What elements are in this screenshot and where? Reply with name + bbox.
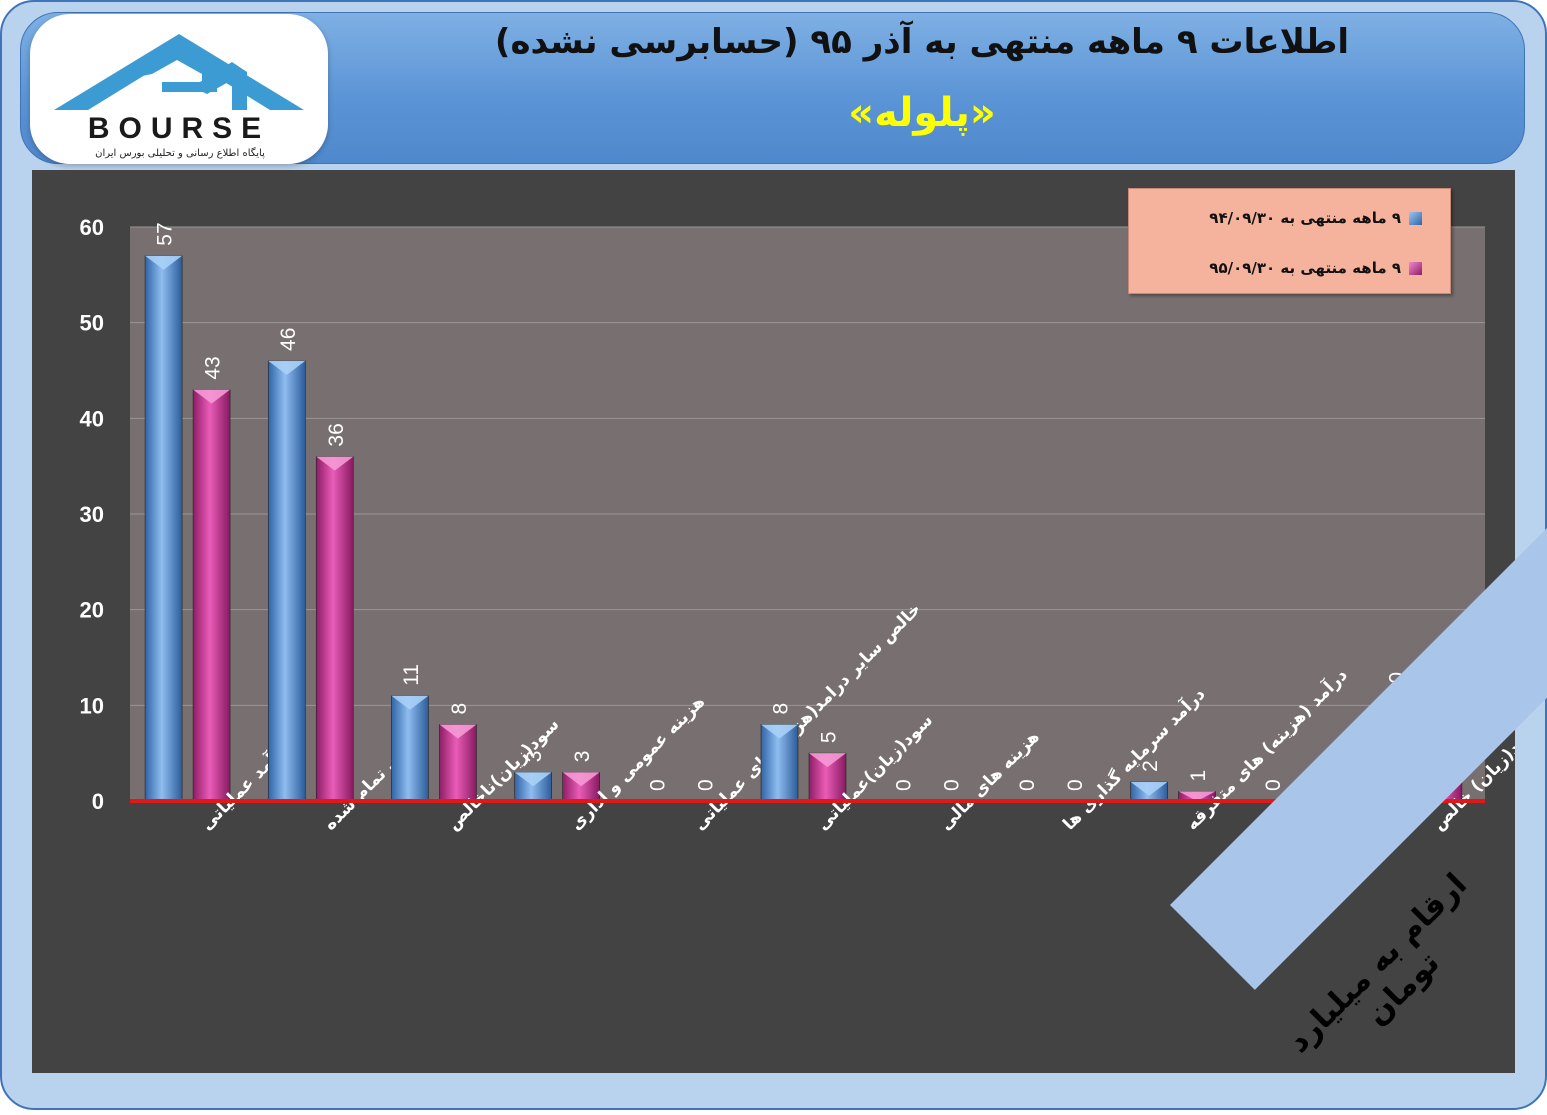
bar (267, 360, 306, 802)
y-tick-label: 30 (80, 502, 104, 527)
bar-bevel (316, 456, 354, 471)
value-label: 8 (770, 703, 793, 715)
bar-bevel (145, 255, 183, 270)
value-label: 8 (448, 703, 471, 715)
legend-item-2: ۹ ماهه منتهی به ۹۵/۰۹/۳۰ (1209, 259, 1422, 277)
value-label: 5 (818, 731, 841, 743)
value-label: 11 (400, 664, 423, 686)
y-tick-label: 50 (80, 311, 104, 336)
legend-label-2: ۹ ماهه منتهی به ۹۵/۰۹/۳۰ (1209, 259, 1401, 277)
legend-item-1: ۹ ماهه منتهی به ۹۴/۰۹/۳۰ (1209, 209, 1422, 227)
value-label: 0 (1262, 779, 1285, 791)
y-tick-label: 20 (80, 598, 104, 623)
bar (192, 389, 231, 802)
bar-bevel (391, 695, 429, 710)
bar-bevel (193, 389, 231, 404)
bar-bevel (514, 772, 552, 787)
y-tick-label: 0 (92, 789, 104, 814)
value-label: 0 (1016, 779, 1039, 791)
chart-legend: ۹ ماهه منتهی به ۹۴/۰۹/۳۰ ۹ ماهه منتهی به… (1128, 188, 1451, 294)
value-label: 1 (1187, 770, 1210, 782)
bourse-logo: BOURSE پایگاه اطلاع رسانی و تحلیلی بورس … (30, 14, 328, 164)
value-label: 43 (202, 356, 225, 379)
legend-swatch-magenta (1409, 261, 1422, 275)
y-tick-label: 60 (80, 215, 104, 240)
value-label: 46 (277, 328, 300, 351)
value-label: 0 (694, 779, 717, 791)
bar-bevel (761, 724, 798, 739)
legend-label-1: ۹ ماهه منتهی به ۹۴/۰۹/۳۰ (1209, 209, 1401, 227)
y-tick-label: 10 (80, 693, 104, 718)
bar-bevel (268, 360, 306, 375)
value-label: 57 (154, 222, 177, 245)
value-label: 3 (523, 751, 546, 763)
bar-bevel (809, 753, 846, 768)
chart-title: اطلاعات ۹ ماهه منتهی به آذر ۹۵ (حسابرسی … (494, 22, 1350, 62)
logo-wordmark: BOURSE (87, 112, 271, 145)
legend-swatch-blue (1409, 211, 1422, 225)
value-label: 2 (1139, 760, 1162, 772)
bar-bevel (1178, 791, 1216, 801)
company-name: «پلوله» (848, 90, 996, 136)
bar (315, 456, 354, 802)
bar (391, 695, 429, 802)
bar-bevel (1130, 781, 1168, 796)
value-label: 0 (646, 779, 669, 791)
value-label: 0 (941, 779, 964, 791)
value-label: 0 (1064, 779, 1087, 791)
logo-tagline: پایگاه اطلاع رسانی و تحلیلی بورس ایران (95, 148, 265, 159)
value-label: 36 (325, 423, 348, 446)
bar-bevel (439, 724, 477, 739)
bar-bevel (562, 772, 600, 787)
bourse-logo-mark (54, 34, 304, 110)
value-label: 3 (571, 751, 594, 763)
value-label: 0 (893, 779, 916, 791)
y-tick-label: 40 (80, 406, 104, 431)
bar (144, 255, 183, 802)
